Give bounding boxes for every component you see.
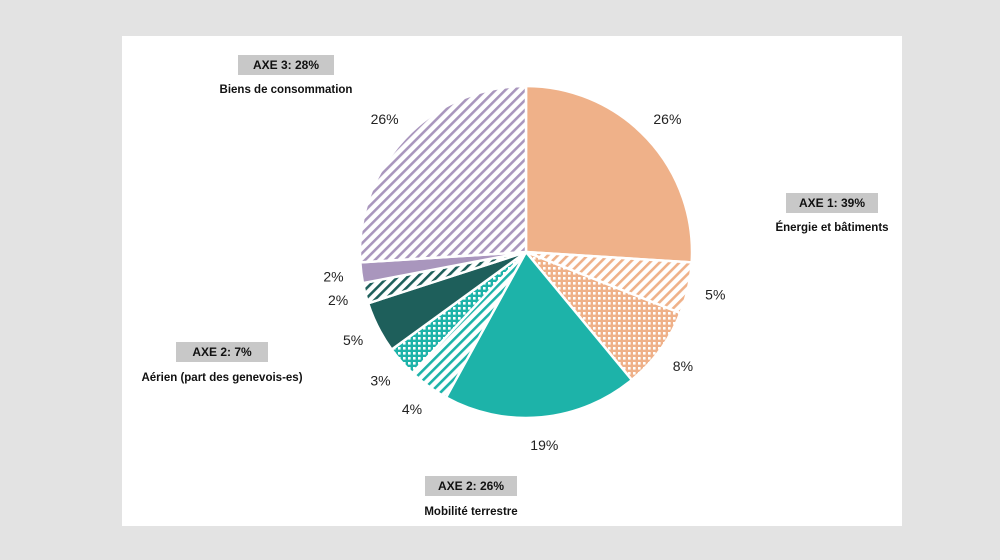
group-badge-axe2-aerien: AXE 2: 7% <box>176 342 268 362</box>
slice-label-1: 26% <box>653 111 681 127</box>
slice-label-9: 2% <box>323 268 343 284</box>
group-label-axe2-aerien: Aérien (part des genevois-es) <box>141 372 303 384</box>
pie-slice-1 <box>524 84 694 264</box>
slice-label-6: 3% <box>370 372 390 388</box>
slice-label-7: 5% <box>343 332 363 348</box>
pie-slice-4 <box>444 249 634 420</box>
group-label-axe2-mobilite: Mobilité terrestre <box>424 506 518 518</box>
chart-panel: 26% 5% 8% 19% 4% 3% 5% 2% 2% 26% AXE 1: 39% Énerg… <box>122 36 902 526</box>
slice-label-10: 26% <box>371 111 399 127</box>
group-badge-axe1: AXE 1: 39% <box>786 193 878 213</box>
slice-label-8: 2% <box>328 292 348 308</box>
slice-label-4: 19% <box>530 437 558 453</box>
group-label-axe3: Biens de consommation <box>219 84 353 96</box>
slice-label-2: 5% <box>705 286 725 302</box>
pie-slice-10 <box>358 84 528 264</box>
group-badge-axe2-mobilite: AXE 2: 26% <box>425 476 517 496</box>
group-label-axe1: Énergie et bâtiments <box>775 222 889 234</box>
group-badge-axe3: AXE 3: 28% <box>238 55 334 75</box>
slice-label-3: 8% <box>673 358 693 374</box>
pie-chart: 26% 5% 8% 19% 4% 3% 5% 2% 2% 26% <box>323 84 725 453</box>
slice-label-5: 4% <box>402 401 422 417</box>
